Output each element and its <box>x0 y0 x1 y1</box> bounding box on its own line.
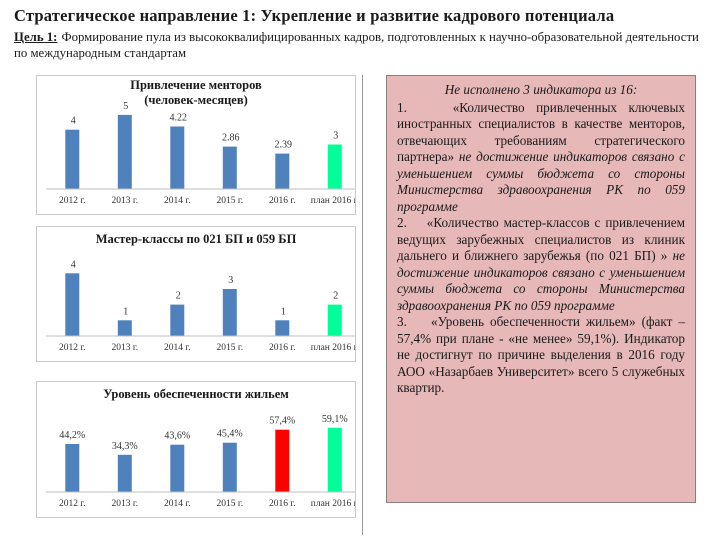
tick-label: 2012 г. <box>59 196 86 206</box>
bar-4 <box>222 289 237 336</box>
tick-label: 2012 г. <box>59 499 86 509</box>
panel-heading: Не исполнено 3 индикатора из 16: <box>444 82 638 97</box>
bar-3 <box>170 304 185 336</box>
item-number: 3. <box>397 314 407 329</box>
bar-1 <box>65 444 80 492</box>
tick-label: 2014 г. <box>164 343 191 353</box>
data-label: 44,2% <box>59 430 85 441</box>
bar-3 <box>170 444 185 492</box>
chart-title: Уровень обеспеченности жильем <box>103 387 289 401</box>
data-label: 1 <box>123 306 128 317</box>
masterclasses-chart-plot: 4 2012 г. 1 2013 г. 2 2014 г. 3 2015 г. 1 2016 г.… <box>46 259 355 353</box>
bar-5 <box>275 320 290 336</box>
tick-label: 2016 г. <box>269 343 296 353</box>
goal-text: Формирование пула из высококвалифицирова… <box>14 30 699 60</box>
tick-label: 2013 г. <box>112 499 139 509</box>
data-label: 2 <box>333 291 338 302</box>
bar-2 <box>117 320 132 336</box>
indicator-item: 3. «Уровень обеспеченности жильем» (факт… <box>397 314 685 397</box>
housing-chart: Уровень обеспеченности жильем 44,2% 2012 … <box>36 381 356 518</box>
bar-5 <box>275 429 290 492</box>
tick-label: план 2016 г. <box>311 343 355 353</box>
data-label: 57,4% <box>269 416 295 427</box>
bar-1 <box>65 273 80 336</box>
goal-statement: Цель 1: Формирование пула из высококвалиф… <box>14 29 714 61</box>
page-title: Стратегическое направление 1: Укрепление… <box>14 6 615 25</box>
indicator-item: 2. «Количество мастер-классов с привлече… <box>397 215 685 314</box>
bar-4 <box>222 146 237 189</box>
tick-label: 2012 г. <box>59 343 86 353</box>
chart-title: Привлечение менторов (человек-месяцев) <box>130 78 262 107</box>
masterclasses-chart: Мастер-классы по 021 БП и 059 БП 4 2012 г… <box>36 226 356 362</box>
data-label: 5 <box>123 101 128 112</box>
data-label: 34,3% <box>112 441 138 452</box>
data-label: 4.22 <box>170 113 188 124</box>
data-label: 2.39 <box>275 140 293 151</box>
data-label: 43,6% <box>164 431 190 442</box>
item-number: 1. <box>397 99 407 115</box>
data-label: 1 <box>281 306 286 317</box>
item-note: не достижение индикаторов связано с умен… <box>397 248 685 313</box>
tick-label: 2015 г. <box>217 499 244 509</box>
data-label: 3 <box>333 131 338 142</box>
indicator-item: 1. «Количество привлеченных ключевых ино… <box>397 100 685 216</box>
bar-4 <box>222 442 237 492</box>
data-label: 59,1% <box>322 414 348 425</box>
data-label: 3 <box>228 275 233 286</box>
bar-2 <box>117 114 132 189</box>
data-label: 4 <box>71 116 76 127</box>
tick-label: 2013 г. <box>112 196 139 206</box>
tick-label: 2014 г. <box>164 499 191 509</box>
bar-6 <box>327 304 342 336</box>
goal-label: Цель 1: <box>14 30 58 44</box>
tick-label: 2014 г. <box>164 196 191 206</box>
mentors-chart: Привлечение менторов (человек-месяцев) 4… <box>36 75 356 215</box>
tick-label: 2015 г. <box>217 196 244 206</box>
bar-6 <box>327 427 342 492</box>
chart-title: Мастер-классы по 021 БП и 059 БП <box>95 232 297 246</box>
unfulfilled-indicators-panel: Не исполнено 3 индикатора из 16: 1. «Кол… <box>386 75 696 503</box>
divider-line <box>362 75 363 535</box>
bar-3 <box>170 126 185 189</box>
item-number: 2. <box>397 215 407 230</box>
bar-1 <box>65 129 80 189</box>
housing-chart-plot: 44,2% 2012 г. 34,3% 2013 г. 43,6% 2014 г. 45,4… <box>46 414 355 509</box>
bar-6 <box>327 144 342 189</box>
item-text: «Уровень обеспеченности жильем» (факт – … <box>397 314 685 395</box>
tick-label: 2013 г. <box>112 343 139 353</box>
item-text: «Количество мастер-классов с привлечение… <box>397 215 686 263</box>
mentors-chart-plot: 4 2012 г. 5 2013 г. 4.22 2014 г. 2.86 2015 г. 2.… <box>46 101 355 206</box>
tick-label: 2015 г. <box>217 343 244 353</box>
tick-label: 2016 г. <box>269 196 296 206</box>
item-note: не достижение индикаторов связано с умен… <box>397 149 685 214</box>
tick-label: план 2016 г. <box>311 499 355 509</box>
data-label: 4 <box>71 259 76 270</box>
tick-label: 2016 г. <box>269 499 296 509</box>
bar-5 <box>275 153 290 189</box>
bar-2 <box>117 454 132 492</box>
data-label: 45,4% <box>217 429 243 440</box>
data-label: 2 <box>176 291 181 302</box>
tick-label: план 2016 г. <box>311 196 355 206</box>
item-text: «Количество привлеченных ключевых иностр… <box>397 99 685 165</box>
data-label: 2.86 <box>222 133 240 144</box>
